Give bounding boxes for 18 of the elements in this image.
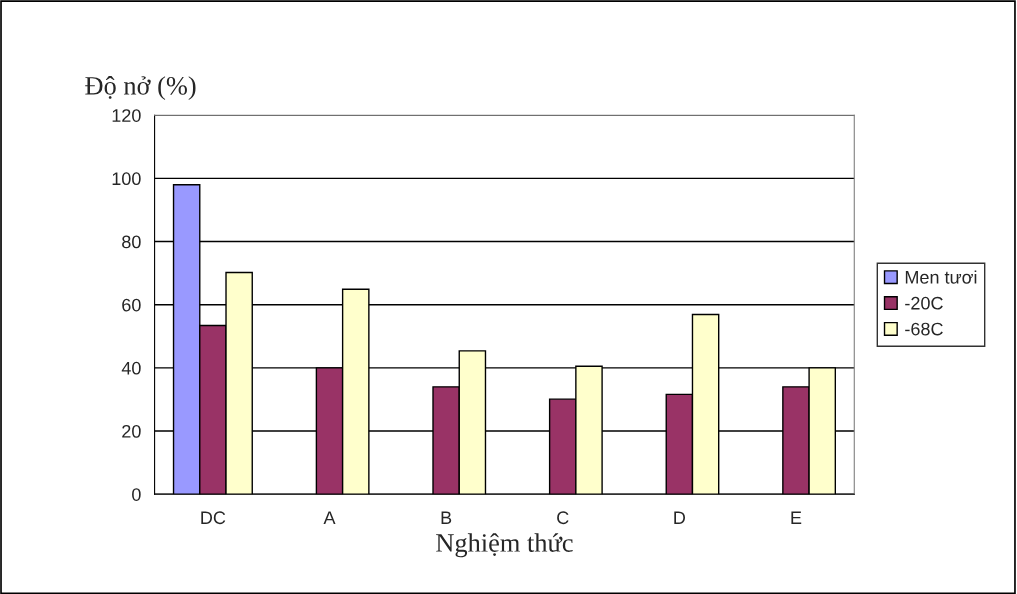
y-tick-label: 40 [121,361,141,375]
x-tick-label: C [557,511,569,525]
y-tick-label: 120 [112,109,141,122]
x-tick-label: E [791,511,802,524]
x-tick-label: DC [201,511,226,525]
legend-label: Men tươi [905,270,977,284]
legend-label: -20C [905,296,943,310]
x-tick-label: A [323,511,336,524]
y-tick-label: 0 [132,488,141,501]
y-tick-label: 100 [112,172,141,186]
y-axis-title: Độ nở (%) [85,76,196,101]
legend-label: -68C [905,322,943,336]
x-tick-label: B [441,511,452,524]
y-tick-label: 60 [122,298,141,312]
y-tick-label: 80 [122,235,141,249]
x-tick-label: D [674,511,686,524]
x-axis-title: Nghiệm thức [436,533,573,558]
y-tick-label: 20 [122,424,141,438]
